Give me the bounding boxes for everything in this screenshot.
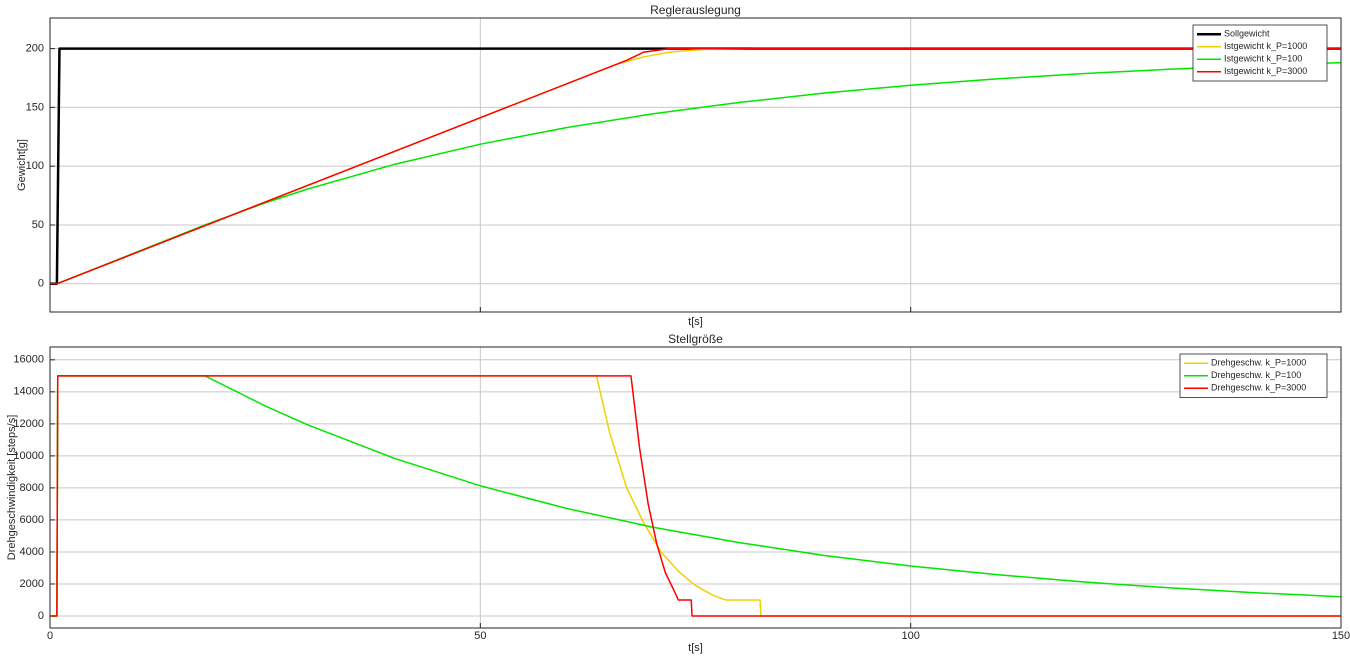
x-tick-label: 150 [1332,630,1350,642]
chart-title: Stellgröße [668,332,723,346]
y-tick-label: 0 [38,610,44,622]
y-tick-label: 8000 [20,482,44,494]
data-line [50,47,1341,285]
data-line [50,375,1341,617]
plot-area [49,17,1342,313]
x-axis-label: t[s] [688,642,703,654]
y-tick-label: 16000 [13,354,44,366]
x-tick-label: 0 [47,630,53,642]
legend-label: Drehgeschw. k_P=100 [1211,370,1301,380]
y-axis-label: Drehgeschwindigkeit [steps/s] [6,415,18,561]
y-tick-label: 2000 [20,578,44,590]
legend-label: Istgewicht k_P=3000 [1224,66,1307,76]
y-axis-label: Gewicht[g] [16,139,28,191]
legend-label: Istgewicht k_P=100 [1224,54,1302,64]
plot-frame [49,346,1342,629]
legend-label: Drehgeschw. k_P=3000 [1211,383,1306,393]
x-axis-label: t[s] [688,316,703,328]
y-tick-label: 12000 [13,418,44,430]
legend-label: Drehgeschw. k_P=1000 [1211,358,1306,368]
y-tick-label: 6000 [20,514,44,526]
plot-frame [49,17,1342,313]
y-tick-label: 4000 [20,546,44,558]
legend-label: Sollgewicht [1224,29,1270,39]
y-tick-label: 14000 [13,386,44,398]
y-tick-label: 200 [26,42,44,54]
y-tick-label: 0 [38,278,44,290]
y-tick-label: 10000 [13,450,44,462]
y-tick-label: 50 [32,219,44,231]
x-tick-label: 50 [474,630,486,642]
chart-title: Reglerauslegung [650,3,741,17]
legend-label: Istgewicht k_P=1000 [1224,41,1307,51]
y-tick-label: 150 [26,101,44,113]
x-tick-label: 100 [901,630,919,642]
y-tick-label: 100 [26,160,44,172]
